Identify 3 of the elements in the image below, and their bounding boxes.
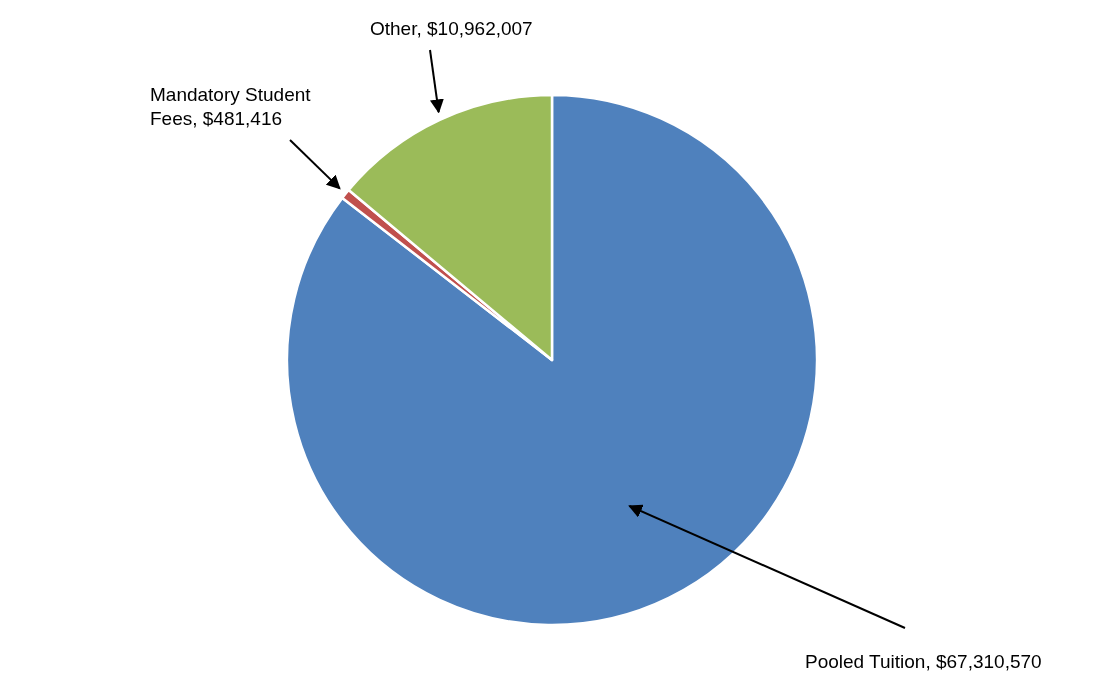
slice-label: Mandatory Student Fees, $481,416 — [150, 84, 312, 129]
slice-label: Other, $10,962,007 — [370, 18, 533, 39]
slice-label: Pooled Tuition, $67,310,570 — [805, 651, 1042, 672]
